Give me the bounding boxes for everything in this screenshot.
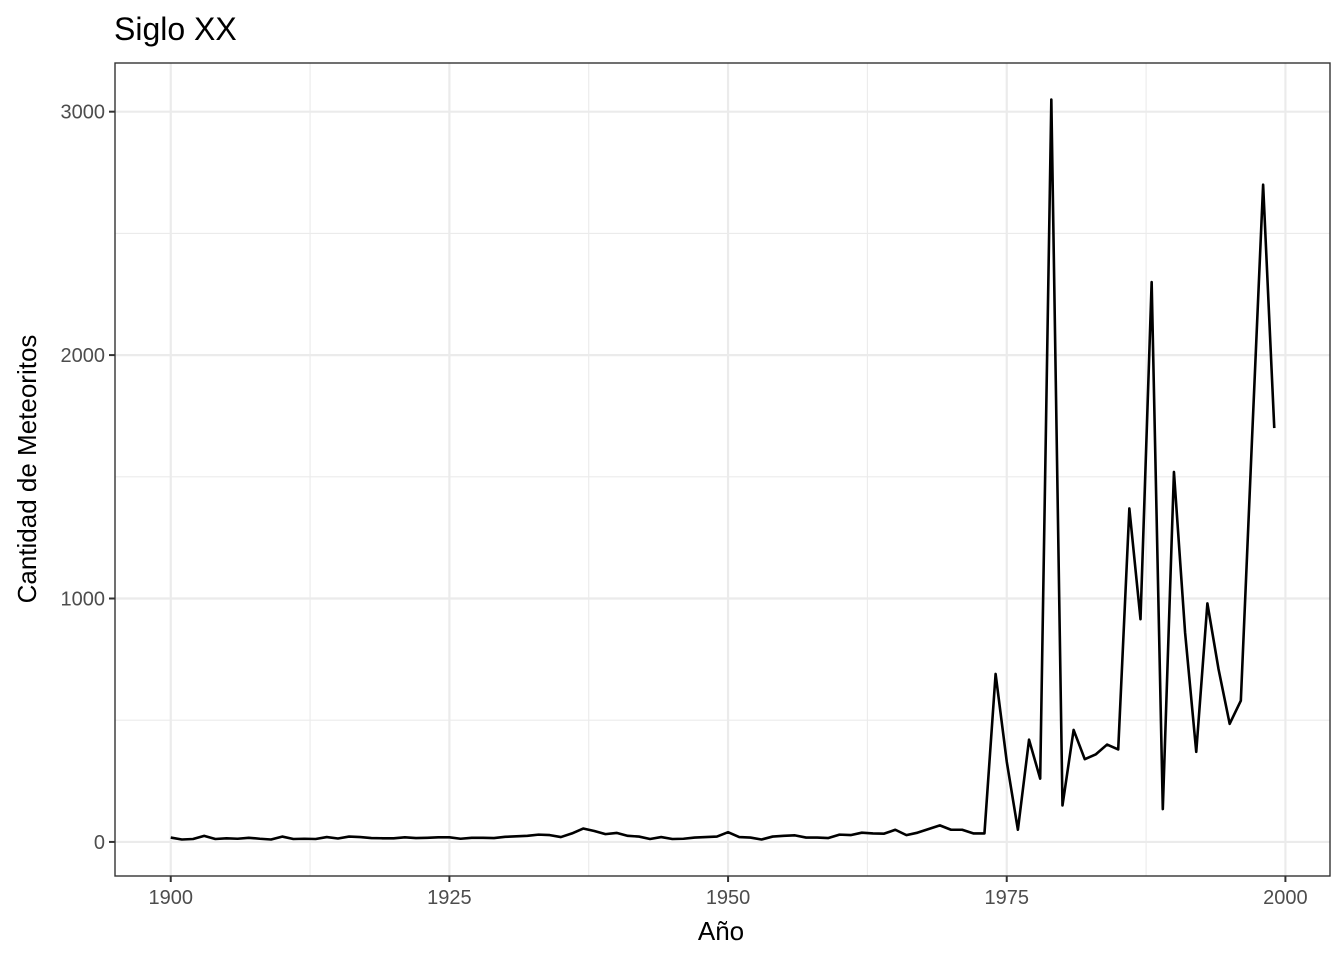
y-tick-label: 0 <box>94 832 105 854</box>
y-axis: 0 1000 2000 3000 <box>61 102 115 854</box>
x-tick-label: 1900 <box>148 887 193 909</box>
chart-title: Siglo XX <box>114 11 237 47</box>
major-gridlines <box>115 63 1330 876</box>
x-axis-title: Año <box>698 916 744 946</box>
y-tick-label: 3000 <box>61 102 106 124</box>
series-line <box>170 98 1276 841</box>
x-tick-label: 2000 <box>1263 887 1308 909</box>
minor-gridlines <box>115 63 1330 876</box>
x-tick-label: 1925 <box>427 887 472 909</box>
x-axis: 1900 1925 1950 1975 2000 <box>148 876 1308 909</box>
y-axis-title: Cantidad de Meteoritos <box>12 335 42 604</box>
x-tick-label: 1975 <box>984 887 1029 909</box>
x-tick-label: 1950 <box>706 887 751 909</box>
y-tick-label: 2000 <box>61 345 106 367</box>
y-tick-label: 1000 <box>61 589 106 611</box>
plot-panel-border <box>114 62 1331 877</box>
